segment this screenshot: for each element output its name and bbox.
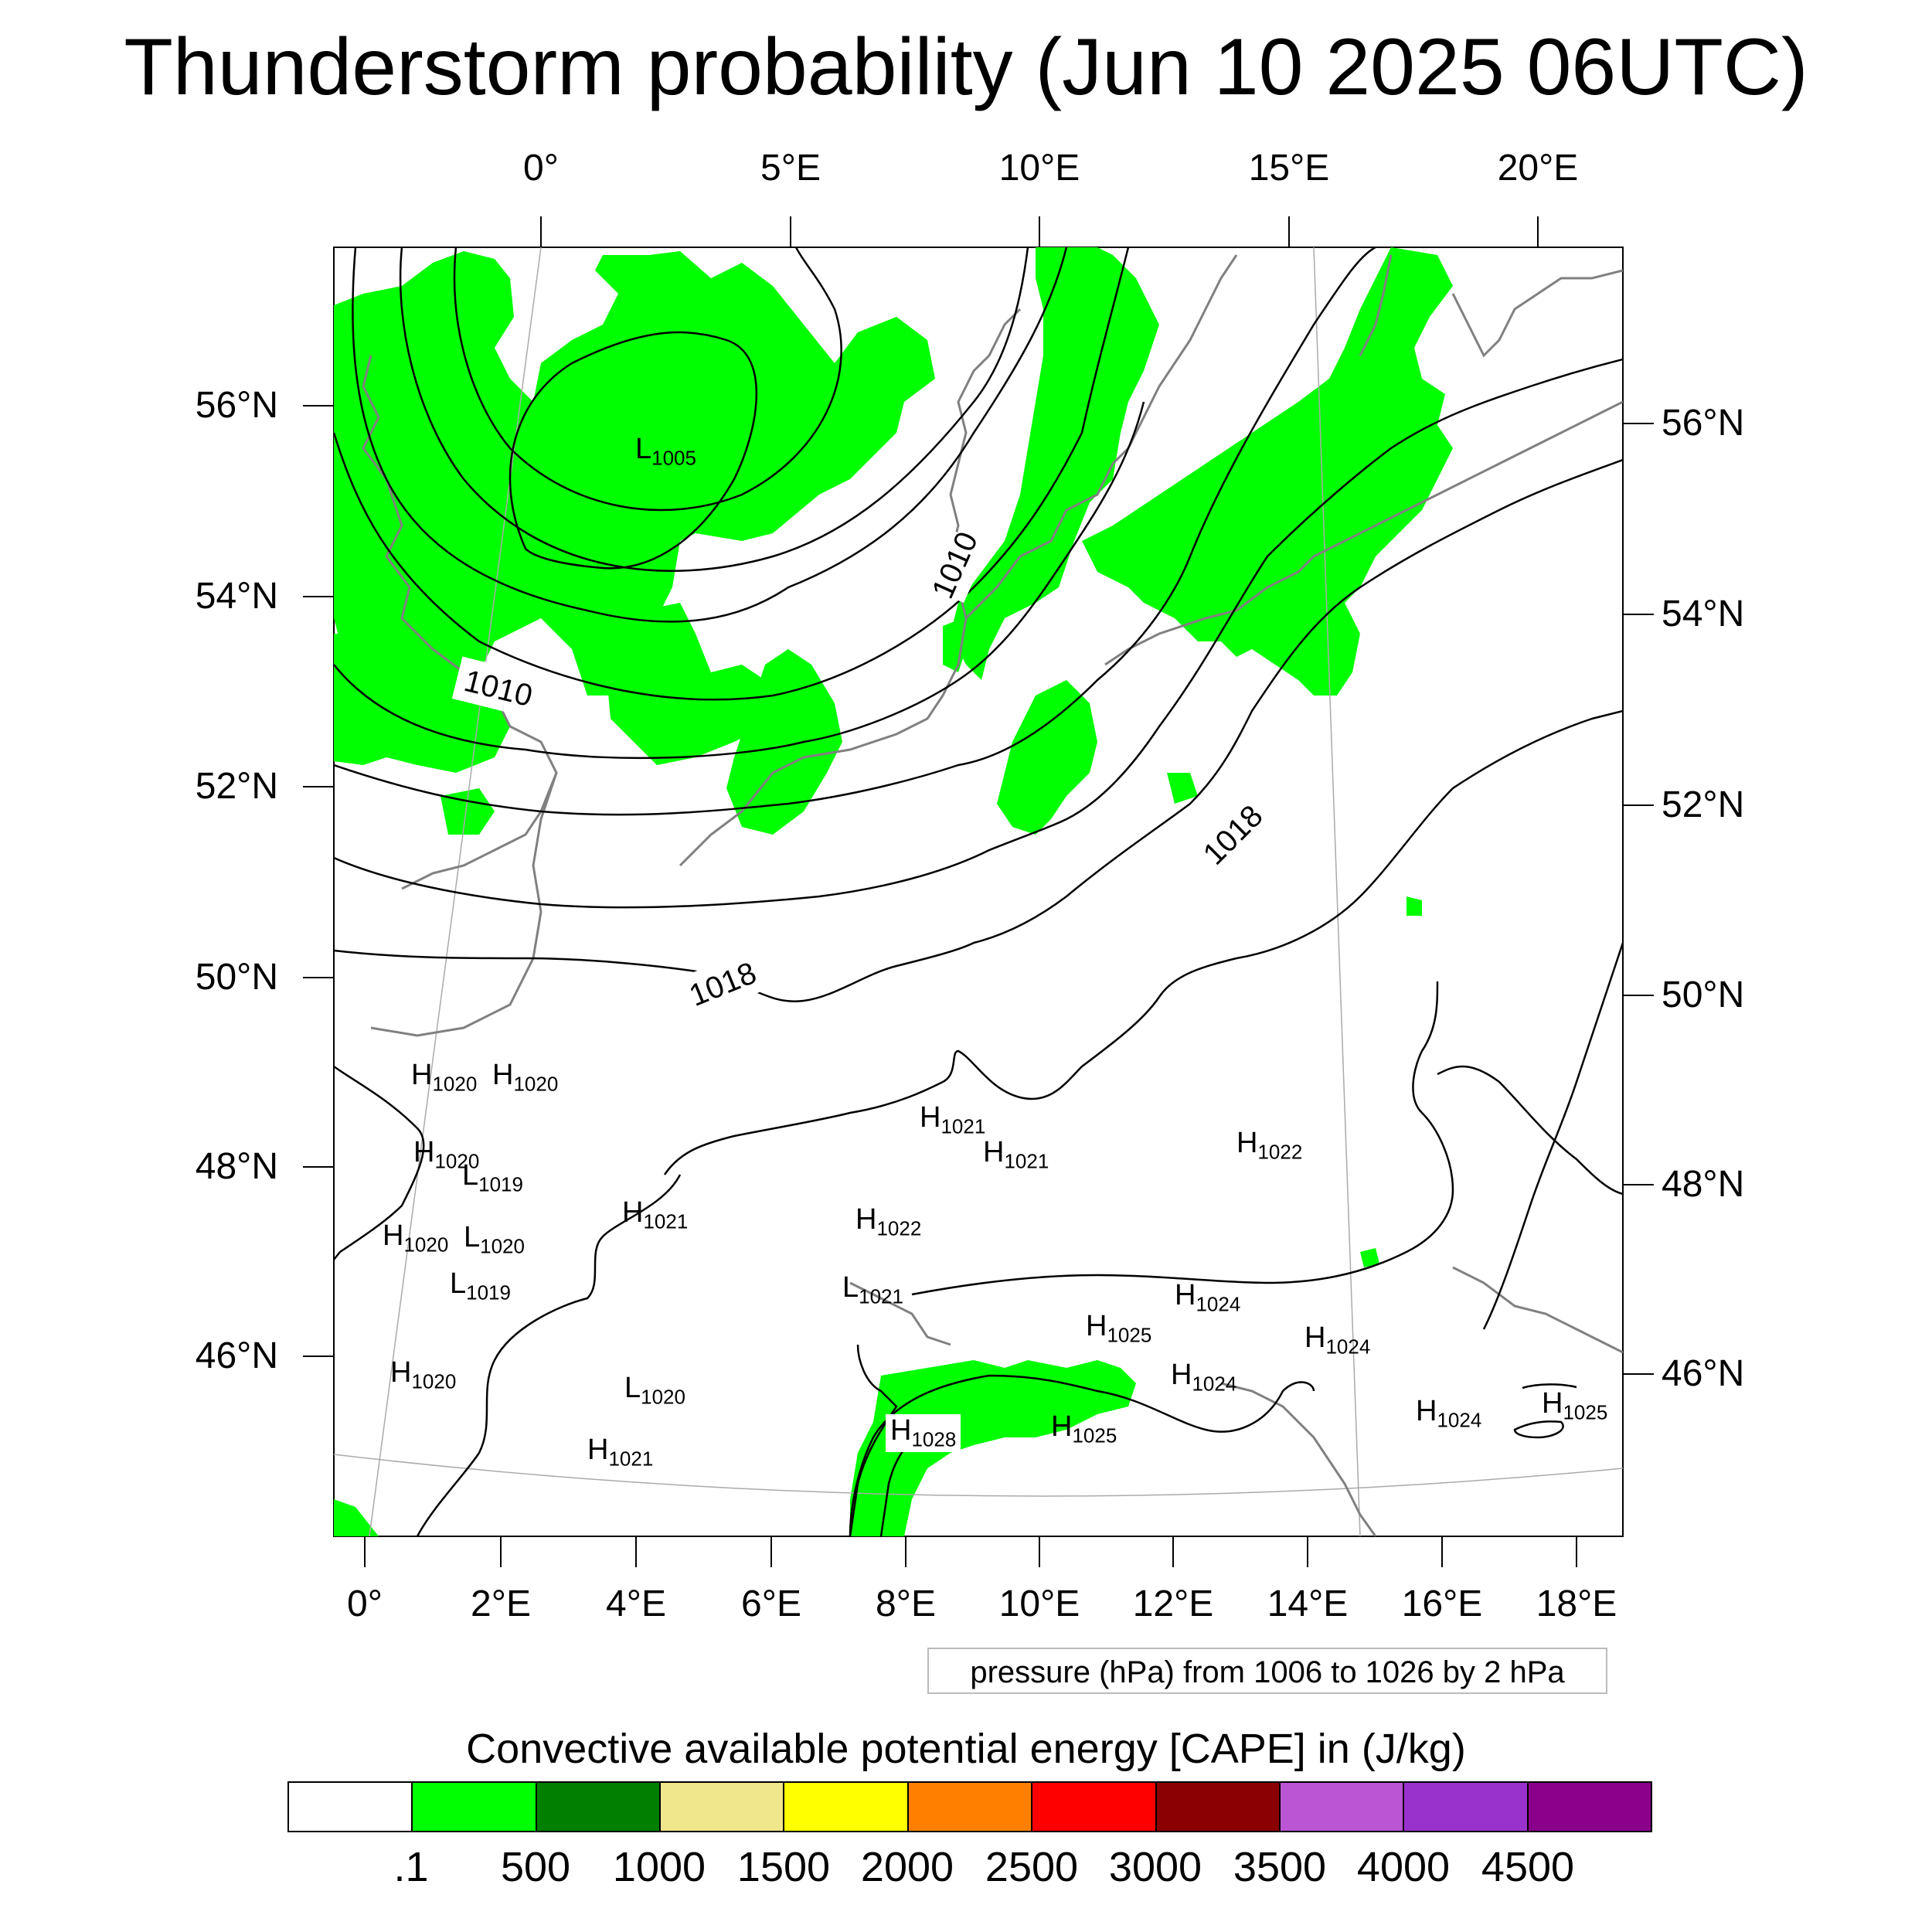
left-lat-tick: 54°N bbox=[195, 576, 278, 617]
bottom-lon-tick: 0° bbox=[347, 1583, 383, 1624]
colorbar-label: 2000 bbox=[860, 1844, 954, 1890]
pressure-center-label: H1024 bbox=[1171, 1359, 1237, 1396]
cape-region bbox=[334, 1499, 379, 1536]
cape-regions bbox=[334, 247, 1453, 1536]
colorbar-swatch bbox=[413, 1783, 537, 1831]
colorbar-swatch bbox=[1404, 1783, 1529, 1831]
pressure-center-label: H1025 bbox=[1542, 1387, 1608, 1424]
pressure-center-label: H1020 bbox=[413, 1136, 480, 1173]
pressure-center-label: H1020 bbox=[390, 1356, 457, 1393]
colorbar-swatch bbox=[1032, 1783, 1157, 1831]
right-lat-tick: 52°N bbox=[1662, 784, 1745, 825]
pressure-center-label: H1028 bbox=[886, 1414, 961, 1452]
top-lon-tick: 15°E bbox=[1248, 148, 1330, 189]
cape-region bbox=[1082, 247, 1453, 696]
cape-region bbox=[726, 649, 842, 835]
bottom-lon-tick: 10°E bbox=[998, 1583, 1080, 1624]
pressure-center-label: H1021 bbox=[983, 1136, 1049, 1173]
colorbar-label: 500 bbox=[500, 1844, 571, 1890]
pressure-center-label: H1022 bbox=[855, 1203, 922, 1240]
pressure-center-label: L1019 bbox=[462, 1159, 523, 1196]
pressure-center-label: H1024 bbox=[1416, 1395, 1482, 1432]
isobars bbox=[334, 247, 1623, 1536]
colorbar-label: 1000 bbox=[612, 1844, 706, 1890]
pressure-center-label: H1020 bbox=[492, 1059, 559, 1096]
cape-region bbox=[1360, 1248, 1379, 1267]
pressure-center-label: H1021 bbox=[622, 1196, 689, 1233]
cape-region bbox=[1167, 773, 1198, 804]
left-lat-tick: 50°N bbox=[195, 957, 278, 998]
legend-title: Convective available potential energy [C… bbox=[466, 1726, 1466, 1772]
top-lon-tick: 10°E bbox=[998, 148, 1080, 189]
tick-marks bbox=[303, 216, 1654, 1567]
pressure-center-label: H1020 bbox=[411, 1059, 478, 1096]
pressure-center-label: H1020 bbox=[383, 1219, 449, 1257]
right-lat-tick: 50°N bbox=[1662, 975, 1745, 1015]
left-lat-tick: 56°N bbox=[195, 385, 278, 426]
pressure-center-label: H1024 bbox=[1304, 1321, 1371, 1359]
pressure-center-label: H1021 bbox=[920, 1101, 986, 1138]
pressure-center-label: L1019 bbox=[450, 1267, 511, 1304]
cape-region bbox=[951, 247, 1159, 680]
colorbar-swatch bbox=[536, 1783, 662, 1831]
bottom-lon-tick: 18°E bbox=[1536, 1583, 1617, 1624]
bottom-lon-tick: 2°E bbox=[471, 1583, 531, 1624]
colorbar-swatch bbox=[1156, 1783, 1281, 1831]
colorbar bbox=[287, 1781, 1652, 1832]
right-lat-tick: 56°N bbox=[1662, 403, 1745, 444]
pressure-center-label: L1021 bbox=[842, 1271, 903, 1308]
bottom-lon-tick: 12°E bbox=[1132, 1583, 1214, 1624]
pressure-center-label: H1024 bbox=[1175, 1279, 1241, 1316]
bottom-lon-tick: 4°E bbox=[606, 1583, 666, 1624]
bottom-lon-tick: 8°E bbox=[876, 1583, 936, 1624]
bottom-lon-tick: 16°E bbox=[1401, 1583, 1483, 1624]
pressure-center-label: L1020 bbox=[624, 1372, 685, 1409]
pressure-center-label: H1025 bbox=[1086, 1310, 1152, 1347]
colorbar-swatch bbox=[661, 1783, 785, 1831]
colorbar-label: 3500 bbox=[1233, 1844, 1327, 1890]
top-lon-tick: 20°E bbox=[1497, 148, 1579, 189]
map-title: Thunderstorm probability (Jun 10 2025 06… bbox=[124, 22, 1808, 112]
right-lat-tick: 46°N bbox=[1662, 1353, 1745, 1394]
bottom-lon-tick: 14°E bbox=[1267, 1583, 1349, 1624]
pressure-center-label: H1021 bbox=[587, 1434, 654, 1471]
colorbar-label: 1500 bbox=[736, 1844, 831, 1890]
cape-region bbox=[334, 251, 935, 696]
colorbar-swatch bbox=[1280, 1783, 1405, 1831]
cape-region bbox=[440, 788, 495, 835]
pressure-center-label: H1025 bbox=[1051, 1410, 1117, 1447]
top-lon-tick: 5°E bbox=[760, 148, 821, 189]
cape-region bbox=[997, 680, 1097, 835]
pressure-center-label: L1020 bbox=[464, 1221, 525, 1258]
colorbar-label: 4500 bbox=[1481, 1844, 1575, 1890]
contour-info-box: pressure (hPa) from 1006 to 1026 by 2 hP… bbox=[927, 1648, 1607, 1694]
left-lat-tick: 52°N bbox=[195, 766, 278, 807]
colorbar-label: 4000 bbox=[1356, 1844, 1451, 1890]
colorbar-swatch bbox=[289, 1783, 413, 1831]
right-lat-tick: 54°N bbox=[1662, 594, 1745, 634]
colorbar-label: 2500 bbox=[985, 1844, 1079, 1890]
cape-region bbox=[1406, 896, 1422, 916]
pressure-center-label: L1005 bbox=[635, 433, 696, 470]
colorbar-label: .1 bbox=[393, 1844, 429, 1890]
bottom-lon-tick: 6°E bbox=[741, 1583, 801, 1624]
right-lat-tick: 48°N bbox=[1662, 1164, 1745, 1205]
cape-region bbox=[334, 634, 510, 773]
colorbar-swatch bbox=[1528, 1783, 1651, 1831]
top-lon-tick: 0° bbox=[523, 148, 559, 189]
cape-region bbox=[603, 603, 781, 765]
cape-region bbox=[850, 1360, 1136, 1536]
colorbar-swatch bbox=[784, 1783, 909, 1831]
left-lat-tick: 46°N bbox=[195, 1335, 278, 1376]
colorbar-label: 3000 bbox=[1108, 1844, 1202, 1890]
left-lat-tick: 48°N bbox=[195, 1146, 278, 1187]
pressure-center-label: H1022 bbox=[1236, 1127, 1303, 1164]
colorbar-swatch bbox=[908, 1783, 1033, 1831]
